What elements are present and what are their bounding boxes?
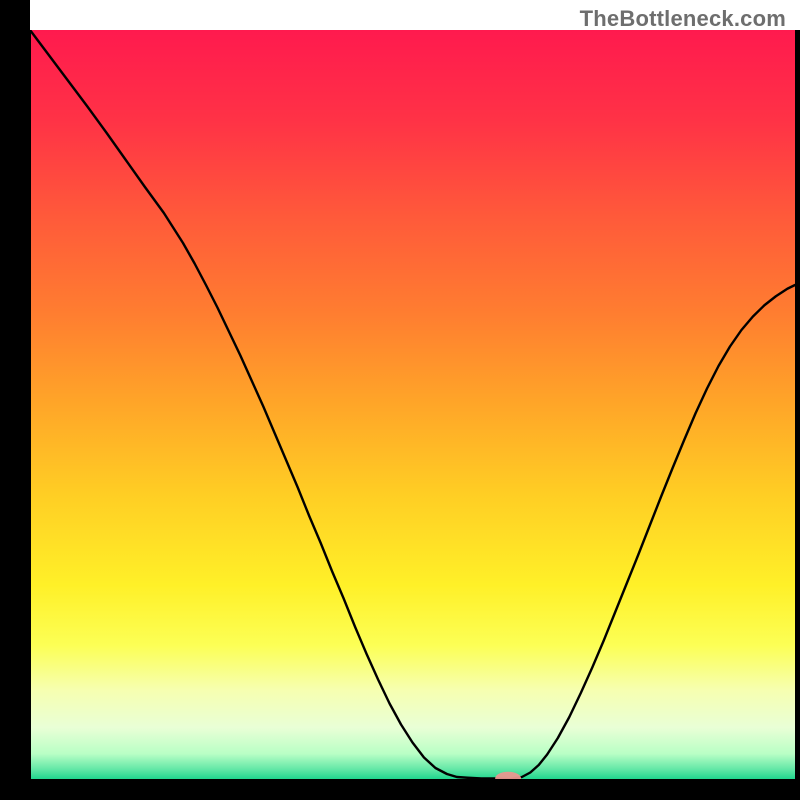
bottleneck-chart [0, 0, 800, 800]
left-margin [0, 0, 30, 800]
watermark-text: TheBottleneck.com [580, 6, 786, 32]
right-margin [795, 30, 800, 780]
plot-background [30, 30, 795, 780]
bottom-margin [0, 780, 800, 800]
